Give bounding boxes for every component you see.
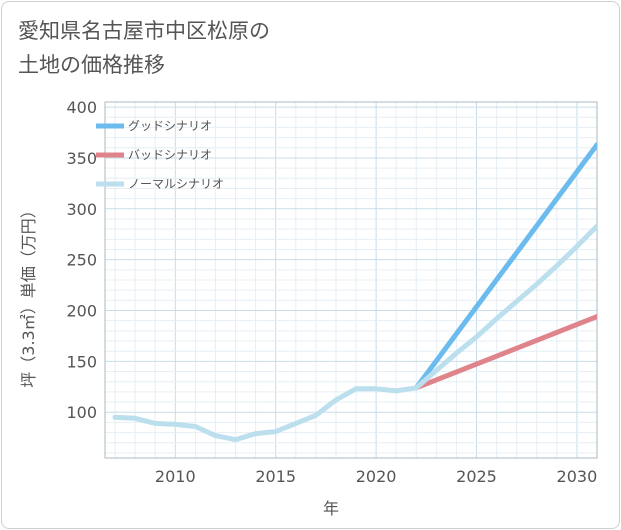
y-tick-labels: 100 150 200 250 300 350 400 [66, 98, 97, 422]
y-tick-label: 300 [66, 200, 97, 219]
y-axis-label: 坪（3.3㎡）単価（万円） [19, 202, 38, 387]
y-tick-label: 200 [66, 302, 97, 321]
series-line-normal [112, 223, 597, 443]
chart-title: 愛知県名古屋市中区松原の 土地の価格推移 [18, 14, 270, 82]
legend-label: バッドシナリオ [128, 148, 212, 162]
series-line-bad [413, 314, 597, 391]
x-tick-label: 2010 [155, 467, 196, 486]
series-line-good [413, 142, 597, 391]
x-tick-label: 2025 [456, 467, 497, 486]
y-tick-label: 100 [66, 403, 97, 422]
y-tick-label: 250 [66, 251, 97, 270]
x-tick-label: 2015 [255, 467, 296, 486]
plot-frame [104, 101, 598, 459]
series-lines [112, 142, 597, 443]
chart-title-line1: 愛知県名古屋市中区松原の [18, 19, 270, 43]
x-tick-labels: 2010 2015 2020 2025 2030 [155, 467, 597, 486]
legend-label: グッドシナリオ [128, 119, 212, 133]
legend-label: ノーマルシナリオ [128, 177, 224, 191]
y-tick-label: 400 [66, 98, 97, 117]
y-tick-label: 150 [66, 352, 97, 371]
x-tick-label: 2020 [356, 467, 397, 486]
y-tick-label: 350 [66, 149, 97, 168]
chart-title-line2: 土地の価格推移 [18, 53, 165, 77]
x-axis-label: 年 [323, 499, 339, 518]
x-tick-label: 2030 [557, 467, 598, 486]
